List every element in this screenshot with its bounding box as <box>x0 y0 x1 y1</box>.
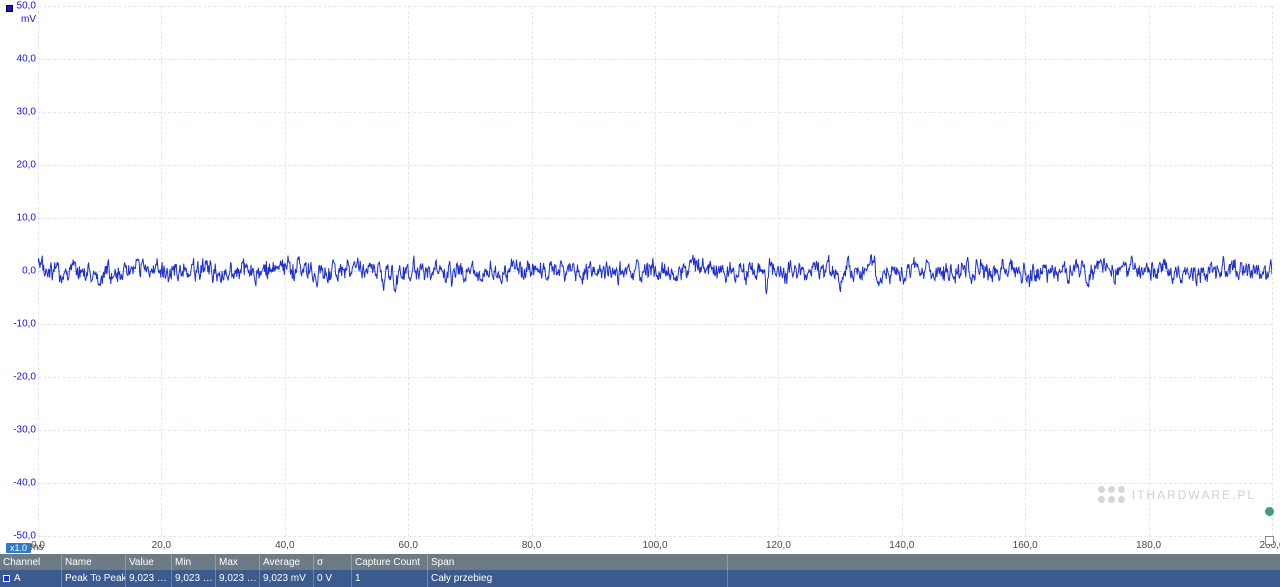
x-tick-label: 60,0 <box>398 540 417 551</box>
y-axis-unit: mV <box>21 14 36 25</box>
cell-sigma: 0 V <box>314 570 352 587</box>
y-tick-label: 0,0 <box>22 266 36 277</box>
x-tick-label: 20,0 <box>152 540 171 551</box>
gridline-horizontal <box>38 536 1272 537</box>
gridline-vertical <box>1272 6 1273 536</box>
x-axis-unit: ms <box>30 542 43 553</box>
x-tick-label: 140,0 <box>889 540 914 551</box>
plot-grid[interactable] <box>38 6 1272 536</box>
cell-value: 9,023 … <box>126 570 172 587</box>
status-data-row[interactable]: APeak To Peak9,023 …9,023 …9,023 …9,023 … <box>0 570 1280 587</box>
y-tick-label: 50,0 <box>17 1 36 12</box>
x-tick-label: 40,0 <box>275 540 294 551</box>
col-header-capture[interactable]: Capture Count <box>352 554 428 570</box>
measurement-status-bar: ChannelNameValueMinMaxAverageσCapture Co… <box>0 554 1280 587</box>
corner-handle-icon[interactable] <box>1265 536 1274 545</box>
cell-average: 9,023 mV <box>260 570 314 587</box>
y-tick-label: -10,0 <box>13 319 36 330</box>
y-tick-label: 30,0 <box>17 107 36 118</box>
cell-max: 9,023 … <box>216 570 260 587</box>
y-tick-label: 40,0 <box>17 54 36 65</box>
y-tick-label: -20,0 <box>13 372 36 383</box>
status-header-row: ChannelNameValueMinMaxAverageσCapture Co… <box>0 554 1280 570</box>
cell-min: 9,023 … <box>172 570 216 587</box>
col-header-value[interactable]: Value <box>126 554 172 570</box>
oscilloscope-plot: mV 50,0 40,0 30,0 20,0 10,0 0,0 -10,0 -20,0 -30,… <box>0 0 1280 554</box>
y-tick-label: -30,0 <box>13 425 36 436</box>
cell-span: Cały przebieg <box>428 570 728 587</box>
col-header-name[interactable]: Name <box>62 554 126 570</box>
x-axis: 0,020,040,060,080,0100,0120,0140,0160,01… <box>38 540 1280 554</box>
x-tick-label: 160,0 <box>1013 540 1038 551</box>
watermark: ITHARDWARE.PL <box>1098 486 1256 504</box>
y-axis: mV 50,0 40,0 30,0 20,0 10,0 0,0 -10,0 -20,0 -30,… <box>0 0 38 540</box>
watermark-text: ITHARDWARE.PL <box>1132 488 1256 502</box>
col-header-sigma[interactable]: σ <box>314 554 352 570</box>
x-scale-badge[interactable]: x1.0 <box>6 543 31 553</box>
y-tick-label: 20,0 <box>17 160 36 171</box>
x-tick-label: 80,0 <box>522 540 541 551</box>
col-header-span[interactable]: Span <box>428 554 728 570</box>
col-header-average[interactable]: Average <box>260 554 314 570</box>
col-header-min[interactable]: Min <box>172 554 216 570</box>
col-header-channel[interactable]: Channel <box>0 554 62 570</box>
channel-color-icon <box>3 575 10 582</box>
trigger-indicator-icon[interactable] <box>1265 507 1274 516</box>
x-tick-label: 180,0 <box>1136 540 1161 551</box>
cell-capture: 1 <box>352 570 428 587</box>
x-tick-label: 120,0 <box>766 540 791 551</box>
waveform-trace <box>38 6 1272 536</box>
watermark-logo-icon <box>1098 486 1126 504</box>
y-tick-label: 10,0 <box>17 213 36 224</box>
cell-name: Peak To Peak <box>62 570 126 587</box>
y-tick-label: -40,0 <box>13 478 36 489</box>
x-tick-label: 100,0 <box>642 540 667 551</box>
cell-channel: A <box>0 570 62 587</box>
col-header-max[interactable]: Max <box>216 554 260 570</box>
